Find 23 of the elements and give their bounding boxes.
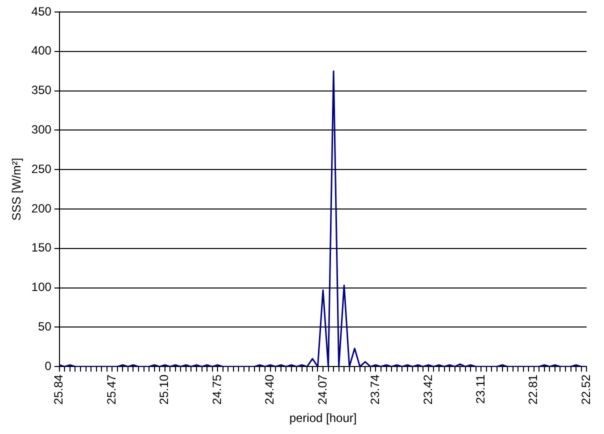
x-tick-label: 24.75 [210,374,224,405]
y-axis-title: SSS [W/m²] [10,158,24,221]
y-tick-label: 50 [38,319,52,334]
y-tick-label: 350 [31,83,52,98]
y-tick-label: 150 [31,240,52,255]
y-tick-label: 400 [31,44,52,58]
y-tick-label: 100 [31,280,52,294]
x-tick-label: 23.11 [473,374,488,404]
x-tick-label: 22.52 [578,374,593,405]
x-tick-label: 25.47 [104,374,118,405]
x-axis-title: period [hour] [289,411,357,426]
x-tick-label: 23.42 [420,374,435,405]
y-tick-label: 0 [44,358,52,373]
x-tick-label: 24.40 [262,374,277,405]
y-tick-label: 200 [31,201,52,216]
y-tick-label: 300 [31,122,52,137]
x-tick-label: 23.74 [368,374,382,405]
x-tick-label: 25.10 [157,374,172,405]
x-tick-label: 24.07 [315,374,330,405]
x-tick-label: 22.81 [526,374,540,405]
x-tick-label: 25.84 [52,374,66,405]
y-tick-label: 450 [31,4,52,18]
y-tick-label: 250 [31,162,52,176]
